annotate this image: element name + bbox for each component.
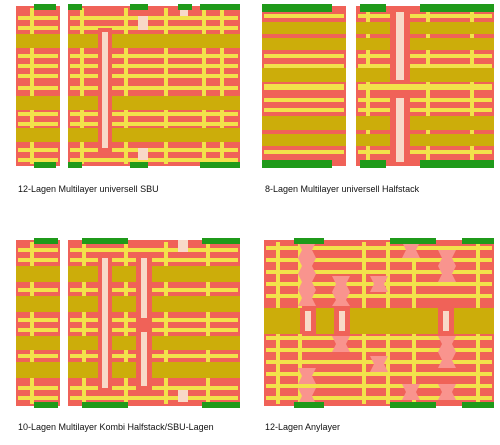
via-fill [396, 98, 404, 162]
central-core [264, 308, 494, 334]
caption-panel-3: 10-Lagen Multilayer Kombi Halfstack/SBU-… [18, 422, 214, 432]
core-vias [300, 308, 454, 334]
caption-panel-2: 8-Lagen Multilayer universell Halfstack [265, 184, 420, 194]
prepreg-lines-left [18, 8, 58, 164]
stackup-cross-section [262, 4, 494, 168]
copper-pads [34, 238, 240, 408]
via-fill [141, 258, 147, 318]
copper-pads [34, 4, 240, 168]
prepreg-lines-right [70, 8, 238, 164]
stackup-cross-section [264, 238, 494, 408]
diagram-8-layer-halfstack [260, 2, 496, 170]
resin-block [16, 240, 60, 406]
caption-panel-1: 12-Lagen Multilayer universell SBU [18, 184, 159, 194]
caption-panel-4: 12-Lagen Anylayer [265, 422, 341, 432]
diagram-12-layer-sbu [14, 2, 242, 170]
blind-via [138, 16, 148, 30]
diagram-12-layer-anylayer [262, 236, 496, 410]
blind-via [138, 148, 148, 160]
microvia [178, 240, 188, 252]
copper-pads [262, 4, 494, 168]
prepreg-lines [264, 8, 492, 164]
copper-pads [294, 238, 494, 408]
via-fill [141, 332, 147, 386]
microvia [180, 6, 188, 16]
diagram-10-layer-kombi [14, 236, 242, 410]
microvia [178, 390, 188, 402]
stackup-cross-section [16, 238, 240, 408]
via-fill [396, 12, 404, 80]
resin-block [68, 240, 240, 406]
prepreg-lines [18, 242, 238, 404]
stacked-microvias [298, 242, 456, 404]
via-fill [102, 258, 108, 388]
via-fill [102, 32, 108, 148]
stackup-cross-section [16, 4, 240, 168]
